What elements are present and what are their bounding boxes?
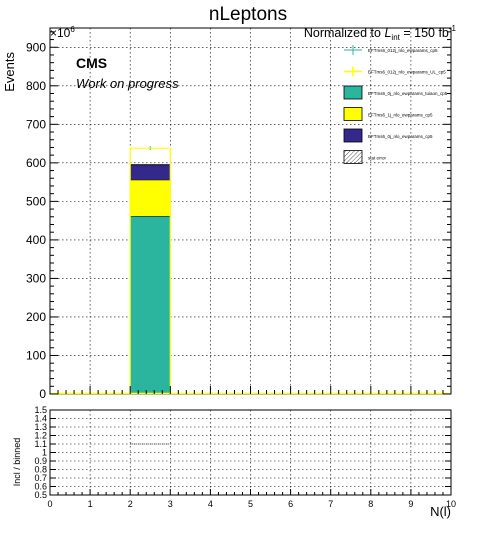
y-tick-label: 900 xyxy=(26,40,46,54)
y-tick-label: 100 xyxy=(26,348,46,362)
chart-title: nLeptons xyxy=(209,4,287,25)
y-tick-label: 200 xyxy=(26,310,46,324)
legend-label: EFTms6_0j_nlo_ewparams_cp5 xyxy=(368,134,433,139)
ratio-y-tick-label: 1.2 xyxy=(34,431,47,441)
ratio-y-tick-label: 0.9 xyxy=(34,456,47,466)
ratio-y-tick-label: 1.5 xyxy=(34,405,47,415)
ratio-y-tick-label: 0.6 xyxy=(34,482,47,492)
ratio-x-axis-label: N(l) xyxy=(430,504,451,519)
ratio-x-tick-label: 4 xyxy=(208,499,213,509)
ratio-x-tick-label: 3 xyxy=(168,499,173,509)
ratio-y-tick-label: 1.4 xyxy=(34,414,47,424)
bar-segment xyxy=(130,179,171,217)
bar-segment xyxy=(130,164,171,180)
ratio-x-axis: 0 1 2 3 4 5 6 7 8 9 10 xyxy=(47,489,456,509)
lumi-label: Normalized to Lint = 150 fb-1 xyxy=(304,24,457,42)
top-grid xyxy=(50,28,451,394)
ratio-grid xyxy=(50,410,451,495)
cms-label: CMS xyxy=(76,55,107,71)
ratio-x-tick-label: 9 xyxy=(408,499,413,509)
legend-label: EFTms6_012j_nlo_ewparams_UL_cp5 xyxy=(368,70,446,75)
data-points xyxy=(129,146,171,394)
ratio-x-tick-label: 7 xyxy=(328,499,333,509)
ratio-y-tick-label: 1 xyxy=(42,448,47,458)
data-line xyxy=(129,147,171,394)
ratio-y-tick-label: 0.5 xyxy=(34,490,47,500)
ratio-y-axis: 0.50.60.70.80.911.11.21.31.41.5 xyxy=(34,405,451,500)
y-tick-label: 600 xyxy=(26,156,46,170)
top-x-axis xyxy=(49,386,452,394)
ratio-x-tick-label: 10 xyxy=(446,499,456,509)
y-tick-label: 0 xyxy=(39,387,46,401)
legend-label: EFTms6_0j_nlo_ewparams_tuiaon_cp5 xyxy=(368,91,448,96)
legend-swatch xyxy=(343,85,363,100)
y-tick-label: 400 xyxy=(26,233,46,247)
stacked-bars xyxy=(50,164,451,395)
status-label: Work on progress xyxy=(76,76,179,91)
legend-swatch xyxy=(343,107,363,121)
ratio-y-tick-label: 1.1 xyxy=(34,439,47,449)
y-tick-label: 300 xyxy=(26,271,46,285)
legend-label: EFTms6_012j_nlo_ewparams_cp5 xyxy=(368,48,438,53)
y-multiplier: ×106 xyxy=(50,25,75,40)
y-tick-label: 700 xyxy=(26,117,46,131)
ratio-x-tick-label: 8 xyxy=(368,499,373,509)
legend: EFTms6_012j_nlo_ewparams_cp5 EFTms6_012j_… xyxy=(343,45,448,164)
legend-swatch xyxy=(343,128,363,143)
ratio-y-tick-label: 0.7 xyxy=(34,473,47,483)
top-y-axis-label: Events xyxy=(2,52,17,92)
ratio-x-tick-label: 0 xyxy=(47,499,52,509)
top-y-axis: 0 100 200 300 400 500 600 700 800 900 xyxy=(26,31,451,401)
y-tick-label: 500 xyxy=(26,194,46,208)
ratio-y-tick-label: 0.8 xyxy=(34,465,47,475)
legend-label: stat error xyxy=(368,156,387,161)
ratio-x-tick-label: 6 xyxy=(288,499,293,509)
legend-label: EFTms6_1j_nlo_ewparams_cp5 xyxy=(368,113,433,118)
y-tick-label: 800 xyxy=(26,79,46,93)
ratio-y-axis-label: Incl / binned xyxy=(12,438,22,487)
ratio-x-tick-label: 5 xyxy=(248,499,253,509)
legend-swatch xyxy=(343,150,363,164)
bar-segment xyxy=(130,216,171,394)
ratio-x-tick-label: 1 xyxy=(88,499,93,509)
ratio-x-tick-label: 2 xyxy=(128,499,133,509)
ratio-y-tick-label: 1.3 xyxy=(34,422,47,432)
